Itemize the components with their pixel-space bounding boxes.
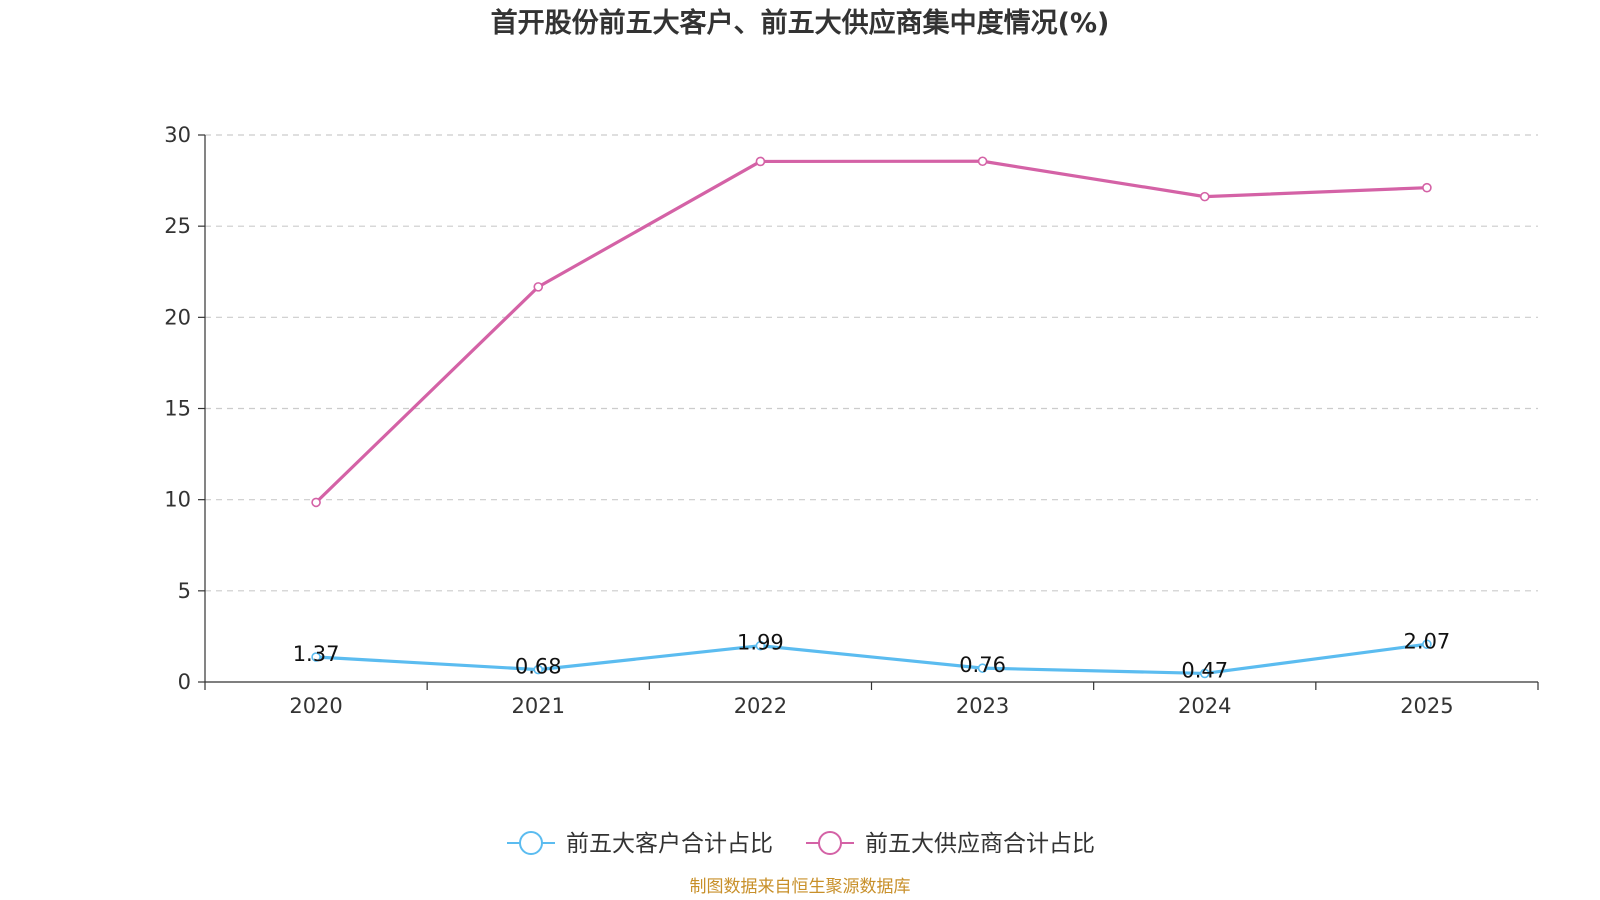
data-point — [755, 640, 766, 651]
legend: 前五大客户合计占比 前五大供应商合计占比 — [507, 831, 1095, 857]
y-tick-label: 10 — [164, 488, 191, 512]
y-tick-label: 15 — [164, 397, 191, 421]
data-label: 0.76 — [959, 653, 1006, 677]
legend-marker — [818, 831, 842, 855]
data-point — [1199, 668, 1210, 679]
data-point — [755, 156, 766, 167]
series-line — [314, 159, 1427, 504]
data-labels: 1.37 0.68 1.99 0.76 0.47 2.07 — [293, 629, 1451, 682]
data-point — [1422, 639, 1432, 650]
legend-label: 前五大客户合计占比 — [566, 831, 773, 857]
x-tick-label: 2023 — [956, 694, 1009, 718]
source-note: 制图数据来自恒生聚源数据库 — [690, 877, 911, 897]
x-tick-label: 2024 — [1178, 694, 1231, 718]
data-label: 2.07 — [1404, 629, 1451, 653]
data-label: 0.68 — [515, 655, 562, 679]
data-point — [977, 156, 988, 167]
y-tick-label: 25 — [164, 214, 191, 238]
legend-item: 前五大客户合计占比 — [507, 831, 773, 857]
data-point — [977, 663, 988, 673]
data-label: 0.47 — [1181, 658, 1228, 682]
chart-title: 首开股份前五大客户、前五大供应商集中度情况(%) — [491, 7, 1110, 39]
legend-item: 前五大供应商合计占比 — [806, 831, 1095, 857]
data-label: 1.37 — [293, 642, 340, 666]
data-point — [1422, 182, 1432, 193]
y-tick-label: 30 — [164, 123, 191, 147]
legend-label: 前五大供应商合计占比 — [865, 831, 1095, 857]
x-tick-label: 2020 — [289, 694, 342, 718]
data-point — [1199, 191, 1210, 202]
y-tick-label: 0 — [178, 670, 191, 694]
x-tick-label: 2025 — [1400, 694, 1453, 718]
data-point — [533, 282, 544, 292]
data-label: 1.99 — [737, 631, 784, 655]
series-layer — [311, 156, 1432, 679]
series-line — [315, 642, 1428, 676]
y-tick-label: 20 — [164, 305, 191, 329]
x-tick-label: 2022 — [734, 694, 787, 718]
legend-marker — [519, 831, 543, 855]
grid-lines — [205, 134, 1538, 592]
y-tick-label: 5 — [178, 579, 191, 603]
data-point — [533, 664, 544, 675]
data-point — [311, 652, 321, 662]
data-point — [311, 497, 321, 508]
x-tick-label: 2021 — [512, 694, 565, 718]
